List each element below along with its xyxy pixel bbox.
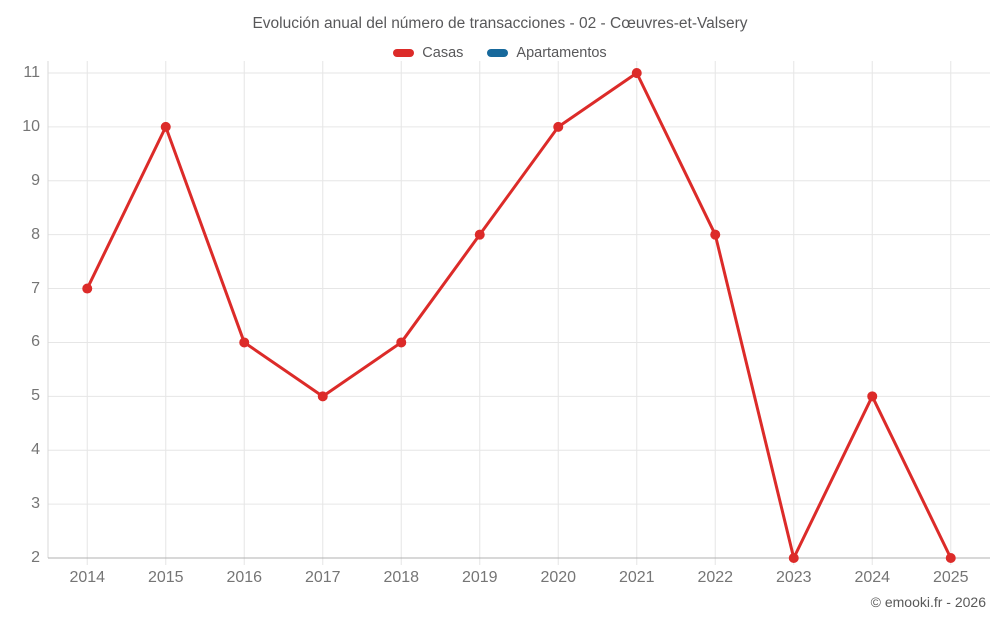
data-point[interactable] <box>867 391 878 402</box>
x-tick-label: 2014 <box>69 569 106 586</box>
data-point[interactable] <box>239 337 250 348</box>
data-point[interactable] <box>160 121 171 132</box>
series-line-casas <box>85 71 953 560</box>
y-tick-label: 2 <box>31 549 40 566</box>
x-tick-label: 2015 <box>147 569 184 586</box>
x-tick-label: 2021 <box>618 569 655 586</box>
y-tick-label: 5 <box>31 387 40 405</box>
y-tick-label: 6 <box>31 333 40 351</box>
legend-label-apartamentos: Apartamentos <box>516 45 607 61</box>
legend-label-casas: Casas <box>422 45 464 61</box>
data-point[interactable] <box>631 68 642 78</box>
legend-item-casas[interactable]: Casas <box>393 45 463 61</box>
y-tick-label: 11 <box>23 64 40 81</box>
data-point[interactable] <box>474 229 485 240</box>
data-point[interactable] <box>788 553 799 563</box>
x-tick-label: 2023 <box>775 569 812 586</box>
x-tick-label: 2016 <box>226 569 263 586</box>
x-tick-label: 2019 <box>461 569 498 586</box>
x-tick-label: 2018 <box>383 569 420 586</box>
copyright-text: © emooki.fr - 2026 <box>870 594 986 610</box>
data-point[interactable] <box>553 121 564 132</box>
apartamentos-series-swatch-icon <box>487 49 509 57</box>
chart-title: Evolución anual del número de transaccio… <box>252 15 748 32</box>
chart-legend: Casas Apartamentos <box>0 45 1000 61</box>
data-point[interactable] <box>710 229 721 240</box>
x-tick-label: 2022 <box>697 569 734 586</box>
y-tick-label: 4 <box>31 441 40 459</box>
data-point[interactable] <box>945 553 956 563</box>
data-point[interactable] <box>396 337 407 348</box>
y-tick-label: 7 <box>31 279 40 297</box>
data-point[interactable] <box>317 391 328 402</box>
data-point[interactable] <box>82 283 93 294</box>
x-tick-label: 2025 <box>932 569 969 586</box>
y-tick-label: 10 <box>22 117 40 135</box>
x-tick-label: 2017 <box>304 569 341 586</box>
legend-item-apartamentos[interactable]: Apartamentos <box>487 45 607 61</box>
y-tick-label: 8 <box>31 225 40 243</box>
y-tick-label: 3 <box>31 495 40 513</box>
casas-series-swatch-icon <box>393 49 415 57</box>
y-tick-label: 9 <box>31 171 40 189</box>
x-tick-label: 2024 <box>854 569 891 586</box>
x-tick-label: 2020 <box>540 569 577 586</box>
